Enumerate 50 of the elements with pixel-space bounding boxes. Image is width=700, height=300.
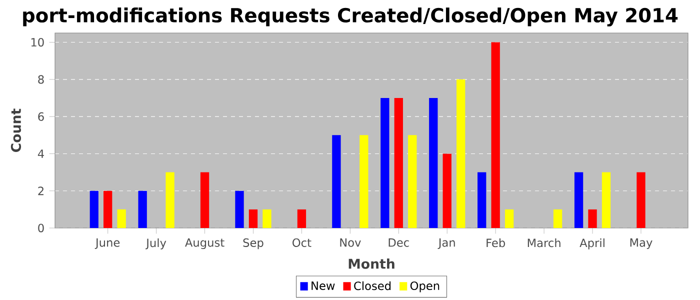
legend-label: Closed	[354, 281, 391, 290]
bar	[394, 98, 403, 228]
y-axis-title: Count	[10, 108, 22, 152]
x-tick-label: Dec	[388, 238, 409, 247]
x-tick-label: July	[146, 238, 166, 250]
bar	[588, 209, 597, 228]
bar	[442, 154, 452, 228]
bar	[456, 79, 466, 228]
bar	[478, 172, 486, 228]
bar	[200, 172, 210, 228]
bar	[103, 190, 112, 228]
bar	[332, 135, 341, 228]
x-tick-label: Nov	[340, 238, 361, 247]
y-tick-label: 10	[31, 38, 44, 47]
x-tick-label: August	[185, 238, 224, 250]
y-tick-label: 6	[38, 112, 44, 121]
bar	[553, 209, 562, 228]
y-tick-label: 2	[38, 186, 44, 196]
bar	[360, 135, 368, 228]
y-tick-label: 8	[38, 75, 44, 84]
bar	[235, 190, 244, 228]
bar	[602, 172, 611, 228]
bar	[248, 209, 258, 228]
y-tick-label: 4	[38, 150, 44, 158]
bar	[90, 190, 98, 228]
bar	[491, 42, 500, 228]
x-tick-label: May	[630, 238, 652, 250]
bar	[504, 209, 514, 228]
bar	[574, 172, 584, 228]
bar	[380, 98, 390, 228]
x-tick-label: Oct	[292, 238, 312, 247]
bar	[262, 209, 272, 228]
x-tick-label: April	[580, 238, 604, 250]
bar	[408, 135, 417, 228]
x-tick-label: March	[528, 238, 560, 248]
x-axis-title: Month	[348, 258, 394, 269]
bar	[636, 172, 646, 228]
legend-label: New	[312, 282, 335, 290]
legend-label: Open	[410, 281, 440, 292]
y-tick-label: 0	[38, 224, 44, 232]
bar	[166, 172, 174, 228]
bar	[429, 98, 438, 228]
bar	[138, 190, 147, 228]
x-tick-label: June	[94, 238, 120, 249]
bar	[117, 209, 126, 228]
bar	[297, 209, 306, 228]
chart-title: port-modifications Requests Created/Closed/Open May 2014	[23, 8, 678, 26]
x-tick-label: Sep	[243, 238, 264, 250]
x-tick-label: Jan	[438, 238, 455, 249]
x-tick-label: Feb	[486, 238, 505, 248]
